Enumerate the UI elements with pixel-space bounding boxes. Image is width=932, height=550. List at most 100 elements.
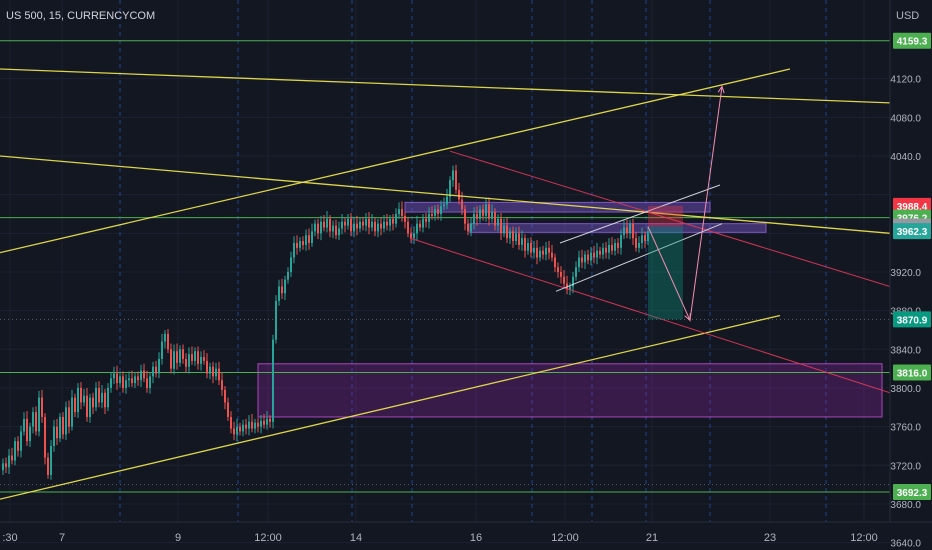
price-tick-label: 3800.0 — [890, 384, 921, 395]
projection-arrows[interactable] — [647, 85, 725, 323]
candle-body — [32, 412, 34, 427]
candle-body — [245, 424, 247, 429]
white-trendline[interactable] — [555, 223, 723, 292]
stop-loss-area[interactable] — [648, 205, 683, 227]
candle-body — [413, 233, 415, 239]
candle-body — [362, 221, 364, 226]
candle-body — [464, 209, 466, 224]
candle-body — [620, 235, 622, 248]
candle-body — [473, 213, 475, 224]
candle-body — [14, 441, 16, 461]
time-tick-label: 16 — [470, 532, 482, 544]
candle-body — [200, 357, 202, 364]
candle-body — [449, 180, 451, 197]
candle-body — [269, 418, 271, 422]
candle-body — [191, 354, 193, 361]
price-tag — [893, 311, 931, 328]
candle-body — [179, 349, 181, 363]
price-tag — [893, 223, 931, 240]
price-tick-label: 4080.0 — [890, 113, 921, 124]
purple-supply-band-1[interactable] — [404, 201, 711, 213]
price-tag — [893, 484, 931, 501]
red-trendline[interactable] — [449, 150, 891, 287]
candle-body — [596, 250, 598, 258]
price-axis[interactable]: 3640.03680.03720.03760.03800.03840.03880… — [889, 0, 921, 550]
candle-body — [176, 351, 178, 363]
candle-body — [194, 351, 196, 361]
candle-body — [44, 416, 46, 458]
yellow-trendline[interactable] — [0, 68, 891, 104]
yellow-trendline[interactable] — [0, 155, 891, 234]
candle-body — [101, 392, 103, 403]
candle-body — [389, 218, 391, 226]
candle-body — [359, 221, 361, 229]
candle-body — [539, 250, 541, 258]
candle-body — [587, 254, 589, 261]
candle-body — [239, 426, 241, 432]
candle-body — [365, 218, 367, 226]
candle-body — [182, 349, 184, 359]
candle-body — [344, 221, 346, 226]
currency-label: USD — [896, 10, 919, 22]
candle-body — [488, 204, 490, 219]
candle-body — [332, 225, 334, 232]
candle-body — [143, 370, 145, 379]
candle-body — [59, 416, 61, 439]
candle-body — [272, 339, 274, 422]
candle-body — [233, 428, 235, 435]
candle-body — [560, 271, 562, 277]
candle-body — [383, 221, 385, 229]
yellow-trendline[interactable] — [0, 68, 791, 254]
candle-body — [338, 228, 340, 236]
candle-body — [347, 218, 349, 226]
candle-body — [431, 213, 433, 216]
session-separators — [119, 0, 827, 522]
price-tick-label: 3680.0 — [890, 500, 921, 511]
candle-body — [311, 231, 313, 243]
time-tick-label: 23 — [764, 532, 776, 544]
candle-body — [353, 223, 355, 232]
candle-body — [98, 387, 100, 403]
candle-body — [197, 351, 199, 364]
trendlines[interactable] — [0, 68, 891, 500]
candle-body — [317, 223, 319, 234]
candle-body — [356, 223, 358, 229]
price-tick-label: 3760.0 — [890, 423, 921, 434]
red-trendline[interactable] — [409, 237, 891, 394]
candle-body — [188, 354, 190, 367]
candle-body — [374, 221, 376, 232]
white-trendline[interactable] — [559, 184, 721, 244]
price-tag-text: 3870.9 — [897, 315, 928, 326]
candle-body — [599, 250, 601, 255]
candle-body — [215, 368, 217, 377]
candle-body — [164, 333, 166, 342]
candle-body — [341, 221, 343, 229]
candle-body — [536, 247, 538, 258]
candle-body — [458, 189, 460, 200]
position-tool[interactable] — [648, 205, 683, 320]
purple-supply-band-2[interactable] — [469, 223, 767, 233]
candle-body — [467, 223, 469, 232]
yellow-trendline[interactable] — [0, 314, 781, 500]
candle-body — [248, 421, 250, 429]
candle-body — [23, 418, 25, 432]
time-axis[interactable]: :30 7 9 12:00 14 16 12:00 21 23 12:00 — [0, 521, 932, 544]
arrow-head — [717, 85, 725, 94]
candle-body — [395, 213, 397, 224]
candle-body — [485, 204, 487, 216]
candle-body — [227, 402, 229, 417]
purple-demand-zone[interactable] — [257, 363, 883, 418]
price-tag-text: 3962.3 — [897, 227, 928, 238]
price-tag-text: 3692.3 — [897, 488, 928, 499]
candle-body — [260, 420, 262, 427]
candle-body — [293, 242, 295, 258]
candle-body — [530, 242, 532, 253]
candle-body — [263, 420, 265, 425]
candle-body — [305, 235, 307, 245]
take-profit-area[interactable] — [648, 226, 683, 320]
candle-body — [515, 233, 517, 242]
candle-body — [641, 235, 643, 243]
price-labels: 4159.33988.43976.23967.03962.33870.93816… — [893, 32, 931, 501]
time-tick-label: 12:00 — [254, 532, 282, 544]
